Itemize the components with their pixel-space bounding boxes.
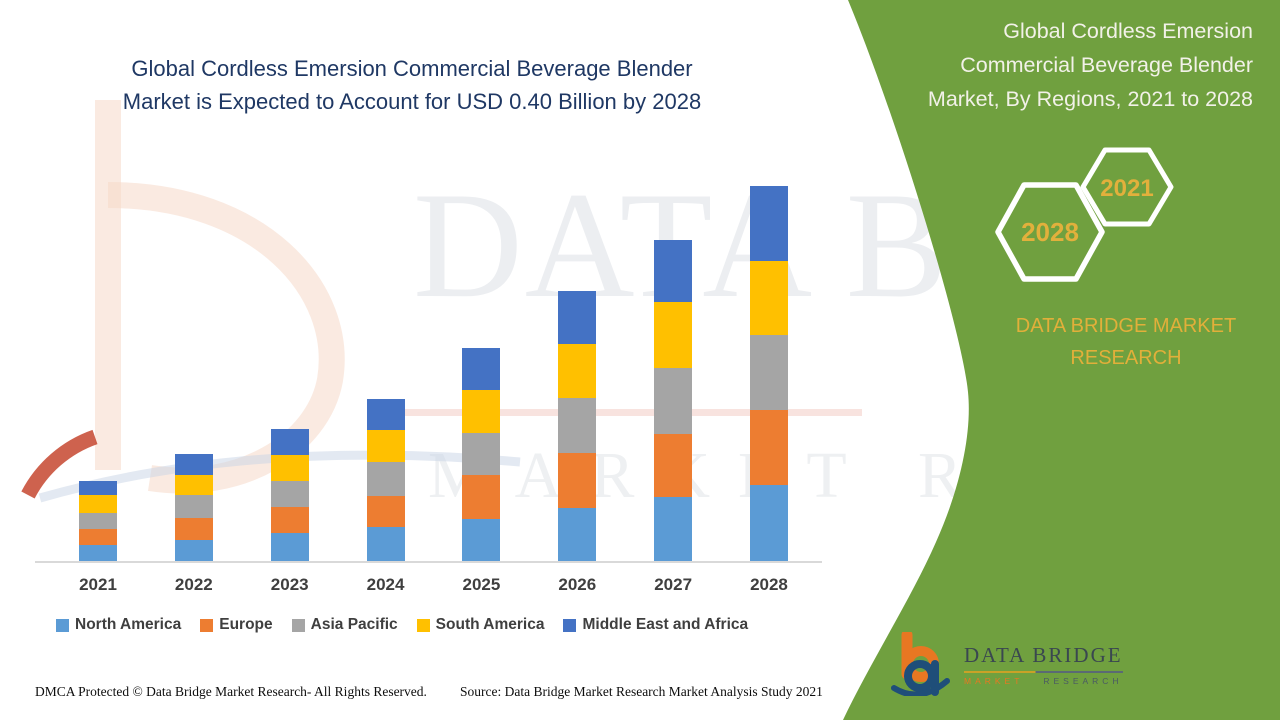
bar-2028 — [749, 186, 788, 561]
bar-2026-europe — [558, 453, 597, 508]
x-axis-label-2027: 2027 — [654, 575, 693, 594]
x-axis-label-2028: 2028 — [750, 575, 788, 594]
legend-item-asia-pacific: Asia Pacific — [291, 616, 398, 634]
legend-item-middle-east-and-africa: Middle East and Africa — [563, 616, 748, 634]
bar-2021 — [79, 481, 117, 561]
chart-title: Global Cordless Emersion Commercial Beve… — [62, 52, 762, 118]
data-bridge-logo-icon — [891, 632, 950, 696]
bar-2025-north-america — [462, 519, 501, 561]
bar-2028-europe — [749, 410, 788, 485]
side-panel-title: Global Cordless Emersion Commercial Beve… — [927, 19, 1253, 111]
bar-2027-asia-pacific — [654, 368, 693, 434]
bar-2024-europe — [366, 496, 405, 527]
chart-title-line1: Global Cordless Emersion Commercial Beve… — [131, 56, 693, 81]
logo-subtitle-research: RESEARCH — [1043, 675, 1123, 686]
bar-2023-middle-east-and-africa — [270, 429, 309, 455]
legend-label: South America — [435, 616, 545, 633]
bar-2021-middle-east-and-africa — [79, 481, 117, 495]
bar-2027 — [654, 240, 693, 561]
legend-item-south-america: South America — [416, 616, 545, 634]
x-axis-label-2023: 2023 — [270, 575, 309, 594]
legend-swatch-icon — [200, 618, 214, 632]
bar-2025-europe — [462, 475, 501, 519]
bar-2026-south-america — [558, 344, 597, 398]
bar-2027-europe — [654, 434, 693, 497]
legend-item-north-america: North America — [56, 616, 181, 634]
chart-legend: North America Europe Asia Pacific South Ame… — [56, 616, 748, 634]
dmca-notice: DMCA Protected © Data Bridge Market Rese… — [35, 684, 427, 699]
bar-2024-south-america — [366, 430, 405, 462]
bar-2022-north-america — [174, 540, 213, 561]
bar-2026-middle-east-and-africa — [558, 291, 597, 344]
logo-subtitle: MARKET RESEARCH — [964, 676, 1123, 686]
legend-swatch-icon — [56, 618, 69, 632]
bar-2025-asia-pacific — [462, 433, 501, 475]
bar-2026 — [558, 291, 597, 561]
source-note: Source: Data Bridge Market Research Mark… — [460, 684, 823, 699]
x-axis-label-2026: 2026 — [558, 575, 597, 594]
legend-label: North America — [75, 616, 182, 633]
legend-swatch-icon — [416, 618, 430, 632]
x-axis-label-2024: 2024 — [366, 575, 405, 594]
bar-2028-south-america — [749, 261, 788, 335]
brand-wordmark: DATA BRIDGE MARKET RESEARCH — [1015, 315, 1237, 369]
bar-2027-middle-east-and-africa — [654, 240, 693, 302]
bar-2028-north-america — [749, 485, 788, 561]
legend-label: Middle East and Africa — [582, 616, 749, 633]
bar-2023-south-america — [270, 455, 309, 481]
bar-2026-asia-pacific — [558, 398, 597, 453]
x-axis-label-2025: 2025 — [462, 575, 501, 594]
bar-2023-europe — [270, 507, 309, 533]
bar-2021-asia-pacific — [79, 513, 117, 529]
x-axis-label-2022: 2022 — [174, 575, 213, 594]
bar-2022-middle-east-and-africa — [174, 454, 213, 475]
logo-subtitle-market: MARKET — [964, 675, 1024, 686]
logo-name: DATA BRIDGE — [964, 642, 1123, 667]
x-axis-label-2021: 2021 — [79, 575, 117, 594]
bar-2024-middle-east-and-africa — [366, 399, 405, 430]
bar-2026-north-america — [558, 508, 597, 561]
bar-2022-south-america — [174, 475, 213, 495]
bar-2024-north-america — [366, 527, 405, 561]
bar-2023-asia-pacific — [270, 481, 309, 507]
bar-2021-north-america — [79, 545, 117, 561]
bar-2023-north-america — [270, 533, 309, 561]
bar-2028-middle-east-and-africa — [749, 186, 788, 261]
x-axis-line — [35, 561, 822, 563]
bar-2023 — [270, 429, 309, 561]
bar-2025-south-america — [462, 390, 501, 433]
bar-2025 — [462, 348, 501, 561]
logo-divider — [964, 670, 1123, 673]
bar-2022 — [174, 454, 213, 561]
legend-swatch-icon — [563, 618, 577, 632]
legend-label: Europe — [219, 616, 273, 633]
bar-2021-south-america — [79, 495, 117, 513]
bar-2021-europe — [79, 529, 117, 545]
bar-2024-asia-pacific — [366, 462, 405, 496]
bar-2024 — [366, 399, 405, 561]
legend-swatch-icon — [291, 618, 305, 632]
bar-2022-europe — [174, 518, 213, 540]
bar-2025-middle-east-and-africa — [462, 348, 501, 390]
bar-2022-asia-pacific — [174, 495, 213, 518]
legend-label: Asia Pacific — [310, 616, 398, 633]
data-bridge-logo: DATA BRIDGE MARKET RESEARCH — [890, 632, 1123, 696]
bar-2027-north-america — [654, 497, 693, 561]
chart-title-line2: Market is Expected to Account for USD 0.… — [122, 89, 702, 114]
bar-2027-south-america — [654, 302, 693, 368]
legend-item-europe: Europe — [200, 616, 273, 634]
bar-2028-asia-pacific — [749, 335, 788, 410]
